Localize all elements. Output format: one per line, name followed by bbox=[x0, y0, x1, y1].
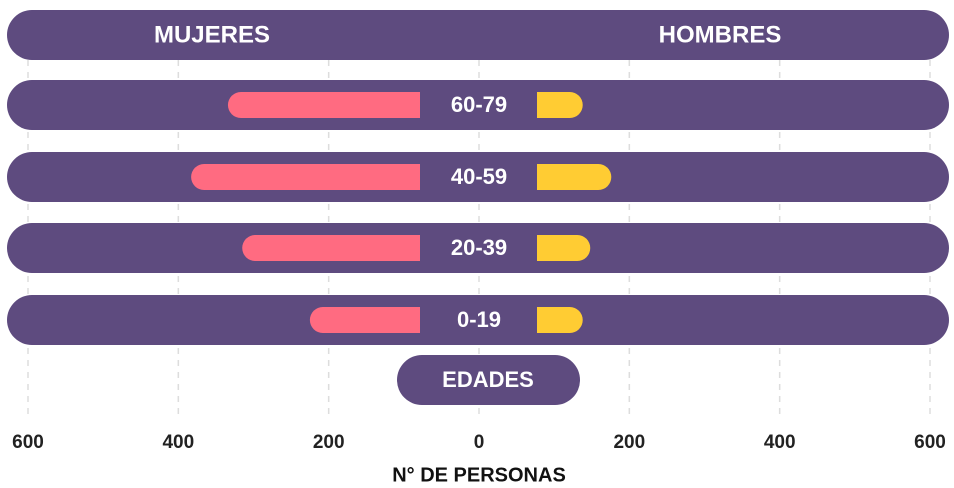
row-pill bbox=[7, 295, 949, 345]
ticks: 600 400 200 0 200 400 600 bbox=[12, 432, 946, 453]
bar bbox=[227, 92, 420, 118]
x-tick-label: 200 bbox=[313, 432, 345, 453]
bar bbox=[242, 235, 420, 261]
bar bbox=[537, 92, 583, 118]
left-header: MUJERES bbox=[154, 21, 270, 48]
y-axis-label: EDADES bbox=[442, 367, 534, 392]
category-label: 0-19 bbox=[457, 307, 501, 332]
x-axis-label: N° DE PERSONAS bbox=[392, 464, 566, 486]
x-tick-label: 400 bbox=[764, 432, 796, 453]
x-tick-label: 600 bbox=[914, 432, 946, 453]
category-label: 40-59 bbox=[451, 164, 507, 189]
rows: 60-79 40-59 20-39 0-19 bbox=[7, 80, 949, 345]
x-tick-label: 200 bbox=[613, 432, 645, 453]
x-tick-label: 400 bbox=[162, 432, 194, 453]
bar bbox=[309, 307, 420, 333]
bar bbox=[537, 307, 583, 333]
header-pill bbox=[7, 10, 949, 60]
bar bbox=[537, 164, 612, 190]
row-pill bbox=[7, 223, 949, 273]
category-label: 20-39 bbox=[451, 235, 507, 260]
right-header: HOMBRES bbox=[659, 21, 782, 48]
bar bbox=[537, 235, 591, 261]
x-tick-label: 600 bbox=[12, 432, 44, 453]
bar bbox=[191, 164, 420, 190]
ylabel-pill bbox=[397, 355, 580, 405]
category-label: 60-79 bbox=[451, 92, 507, 117]
x-tick-label: 0 bbox=[474, 432, 485, 453]
